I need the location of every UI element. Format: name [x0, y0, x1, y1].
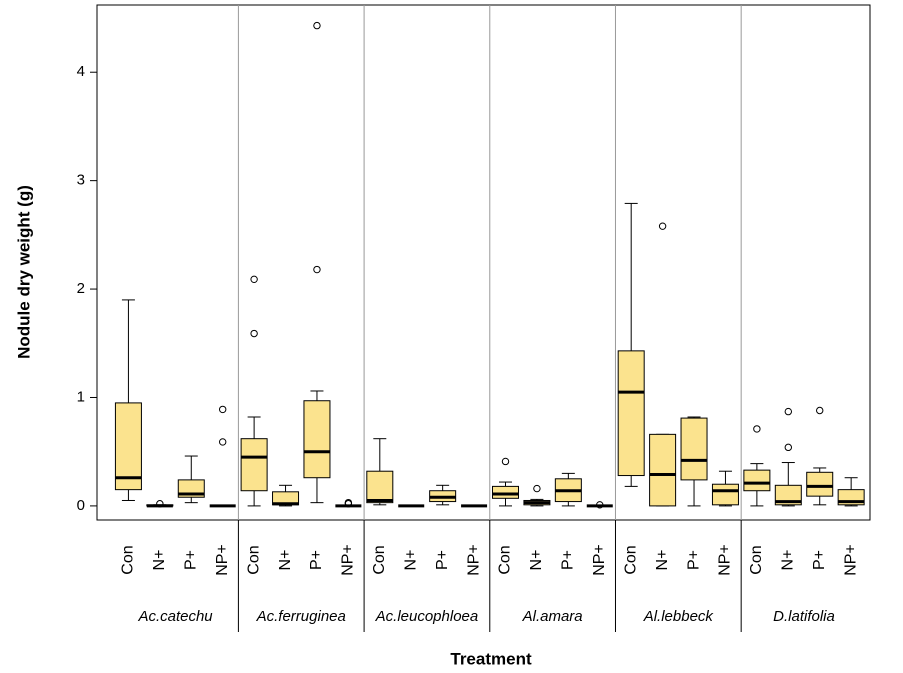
box — [366, 470, 394, 504]
outlier — [218, 438, 227, 446]
y-axis-title: Nodule dry weight (g) — [14, 185, 33, 359]
outlier — [784, 407, 793, 416]
x-tick-label: Con — [245, 545, 262, 574]
box — [114, 402, 142, 491]
outlier — [784, 443, 793, 452]
group-label: Al.lebbeck — [643, 608, 715, 625]
outlier — [156, 500, 164, 508]
x-tick-label: NP+ — [465, 544, 482, 576]
x-tick-label: Con — [622, 545, 639, 574]
group-label: Ac.catechu — [137, 608, 213, 625]
x-tick-label: NP+ — [340, 544, 357, 576]
box — [303, 400, 331, 479]
x-tick-label: N+ — [277, 550, 294, 571]
x-tick-label: P+ — [685, 550, 702, 570]
x-tick-label: P+ — [308, 550, 325, 570]
box — [649, 433, 677, 507]
x-tick-label: N+ — [780, 550, 797, 571]
y-tick-label: 2 — [77, 280, 85, 297]
x-tick-label: NP+ — [717, 544, 734, 576]
x-tick-label: N+ — [654, 550, 671, 571]
group-label: Al.amara — [522, 608, 583, 625]
y-tick-label: 3 — [77, 172, 85, 189]
x-tick-label: N+ — [528, 550, 545, 571]
x-tick-label: P+ — [182, 550, 199, 570]
outlier — [250, 329, 258, 338]
y-tick-label: 4 — [77, 63, 85, 80]
x-tick-label: NP+ — [214, 544, 231, 576]
outlier — [344, 498, 353, 507]
x-tick-label: P+ — [560, 550, 577, 570]
x-tick-label: N+ — [151, 550, 168, 571]
x-tick-label: Con — [120, 545, 137, 574]
x-tick-label: P+ — [434, 550, 451, 570]
y-tick-label: 1 — [77, 388, 85, 405]
x-tick-label: NP+ — [591, 544, 608, 576]
outlier — [596, 501, 604, 509]
x-tick-label: P+ — [811, 550, 828, 570]
outlier — [533, 484, 541, 493]
box — [806, 471, 834, 497]
group-label: Ac.ferruginea — [256, 608, 346, 625]
outlier — [658, 222, 667, 230]
group-label: D.latifolia — [773, 608, 835, 625]
box — [774, 484, 802, 506]
box — [711, 483, 739, 506]
outlier — [313, 21, 321, 30]
x-tick-label: Con — [497, 545, 514, 574]
box — [491, 485, 519, 499]
group-label: Ac.leucophloea — [375, 608, 479, 625]
outlier — [816, 406, 824, 415]
box — [743, 469, 771, 492]
box — [617, 350, 645, 477]
outlier — [501, 457, 510, 466]
outlier — [250, 275, 258, 284]
y-tick-label: 0 — [77, 497, 85, 514]
outlier — [218, 405, 227, 414]
box — [680, 417, 708, 481]
x-tick-label: Con — [371, 545, 388, 574]
box — [240, 438, 268, 492]
x-tick-label: N+ — [402, 550, 419, 571]
x-tick-label: NP+ — [842, 544, 859, 576]
x-tick-label: Con — [748, 545, 765, 574]
outlier — [313, 265, 321, 274]
plot-frame — [96, 4, 871, 521]
outlier — [753, 425, 761, 433]
x-axis-title: Treatment — [450, 649, 532, 668]
